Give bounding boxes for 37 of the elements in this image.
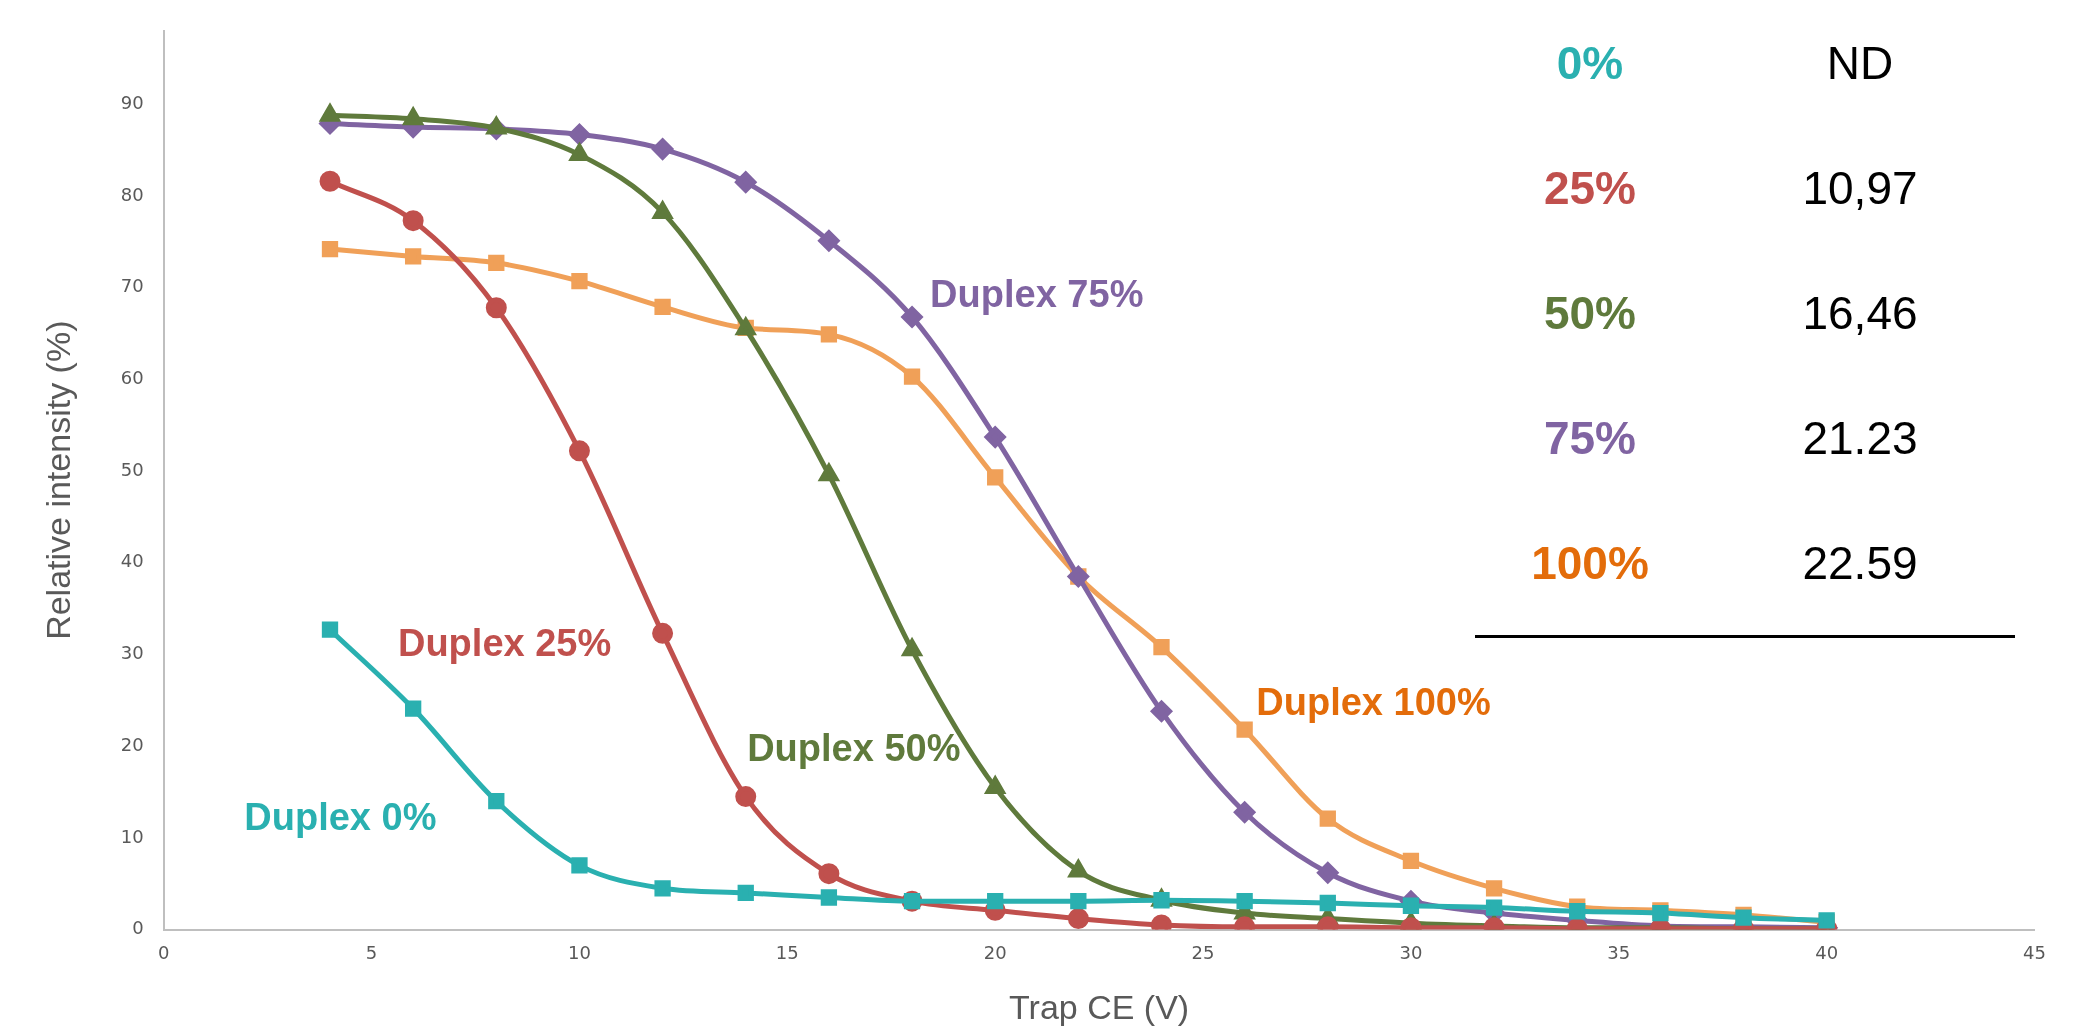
annotation: 21.23 — [1801, 410, 1919, 465]
y-tick-label: 70 — [120, 275, 144, 297]
annotation: 22.59 — [1801, 535, 1919, 590]
annotation: 25% — [1542, 160, 1638, 215]
annotation: ND — [1825, 35, 1895, 90]
series-label: Duplex 100% — [1256, 681, 1491, 724]
y-tick-label: 60 — [120, 366, 144, 388]
y-tick-label: 40 — [120, 550, 144, 572]
y-tick-label: 90 — [120, 91, 144, 113]
x-tick-label: 10 — [567, 942, 591, 964]
x-tick-label: 40 — [1815, 942, 1839, 964]
x-tick-label: 25 — [1191, 942, 1215, 964]
series-label: Duplex 25% — [397, 621, 612, 664]
annotation: 16,46 — [1801, 285, 1919, 340]
annotation: 10,97 — [1801, 160, 1919, 215]
x-tick-label: 45 — [2023, 942, 2046, 964]
annotation: 50% — [1542, 285, 1638, 340]
x-tick-label: 30 — [1399, 942, 1423, 964]
y-tick-label: 80 — [120, 183, 144, 205]
series-label: Duplex 0% — [244, 796, 437, 839]
x-tick-label: 5 — [365, 942, 378, 964]
x-tick-label: 15 — [775, 942, 799, 964]
y-tick-label: 30 — [120, 642, 144, 664]
y-axis-title: Relative intensity (%) — [38, 320, 77, 640]
x-tick-label: 0 — [157, 942, 170, 964]
y-tick-label: 0 — [132, 917, 144, 939]
y-tick-label: 50 — [120, 458, 144, 480]
x-axis-title: Trap CE (V) — [1009, 987, 1190, 1026]
y-tick-label: 20 — [120, 733, 144, 755]
annotation: 75% — [1542, 410, 1638, 465]
series-label: Duplex 75% — [930, 273, 1144, 316]
annotation: 0% — [1555, 35, 1625, 90]
y-tick-label: 10 — [120, 825, 144, 847]
series-label: Duplex 50% — [747, 727, 961, 770]
x-tick-label: 20 — [983, 942, 1007, 964]
x-tick-label: 35 — [1607, 942, 1631, 964]
annotation: 100% — [1530, 535, 1650, 590]
